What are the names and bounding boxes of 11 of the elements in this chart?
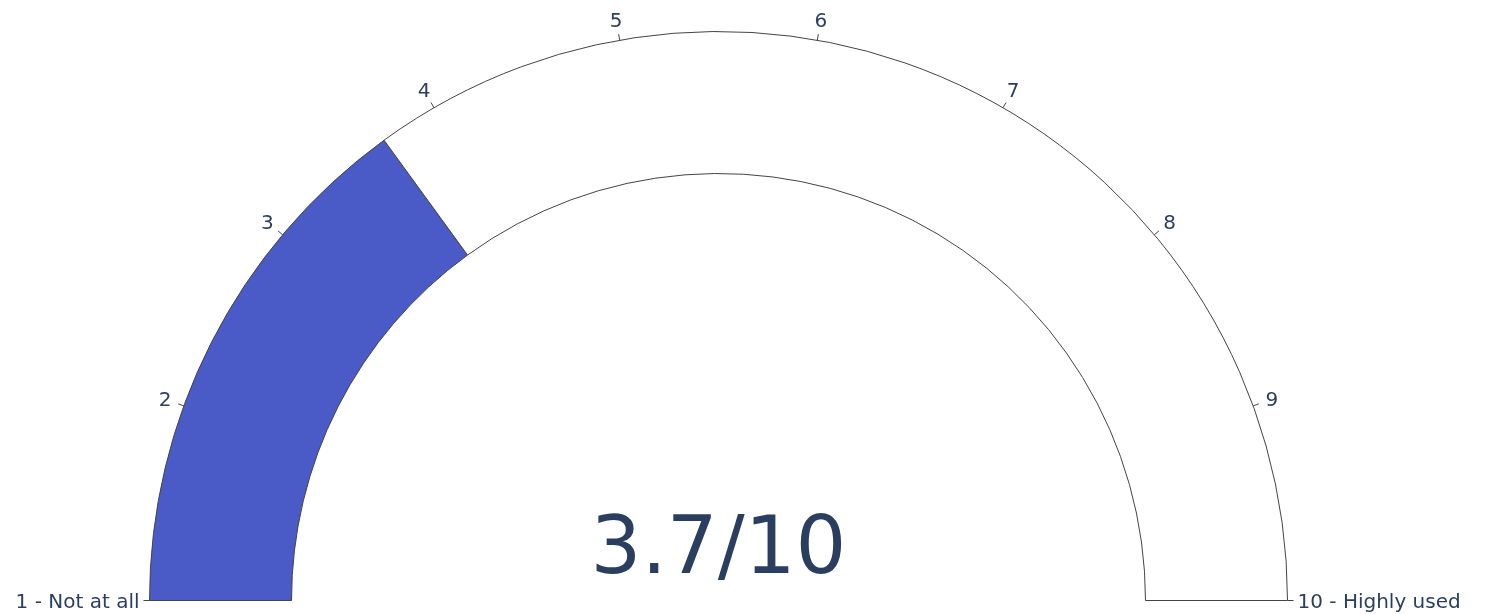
text: 4 — [417, 78, 431, 103]
text: 8 — [1163, 209, 1177, 234]
text: 2 — [158, 387, 172, 412]
text: 3.7/10 — [590, 499, 847, 592]
text: 7 — [1006, 78, 1020, 103]
text: 3 — [260, 209, 274, 234]
text: 10 - Highly used — [1297, 588, 1461, 613]
text: 9 — [1265, 387, 1279, 412]
text: 6 — [814, 8, 828, 33]
text: 1 - Not at all — [15, 588, 140, 613]
text: 5 — [609, 8, 623, 33]
